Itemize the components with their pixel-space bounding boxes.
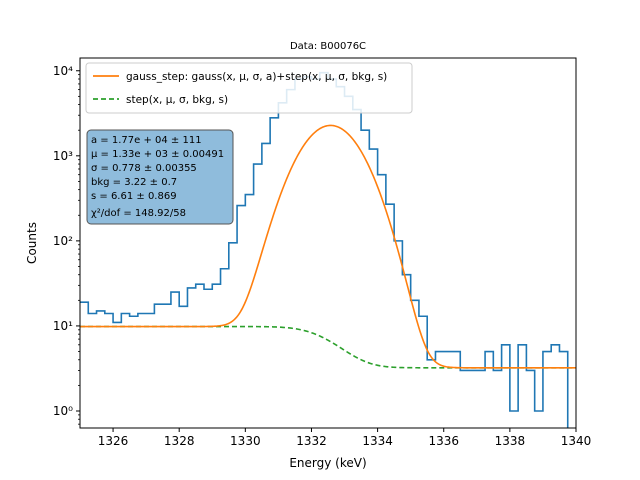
stats-line-chi2: χ²/dof = 148.92/58 <box>91 208 186 219</box>
legend: gauss_step: gauss(x, μ, σ, a)+step(x, μ,… <box>85 62 413 114</box>
stats-box: a = 1.77e + 04 ± 111 μ = 1.33e + 03 ± 0.… <box>86 129 234 225</box>
y-tick-label-10000: 10⁴ <box>53 64 73 78</box>
y-axis-label: Counts <box>25 222 39 264</box>
y-tick-label-10: 10¹ <box>53 319 73 333</box>
stats-box-background <box>86 129 234 225</box>
y-tick-label-1: 10⁰ <box>53 404 73 418</box>
x-tick-label-1338: 1338 <box>495 434 526 448</box>
legend-label-fit: gauss_step: gauss(x, μ, σ, a)+step(x, μ,… <box>126 71 387 83</box>
x-tick-label-1334: 1334 <box>362 434 393 448</box>
x-tick-label-1328: 1328 <box>164 434 195 448</box>
y-tick-label-100: 10² <box>53 234 73 248</box>
stats-line-mu: μ = 1.33e + 03 ± 0.00491 <box>91 149 224 160</box>
x-axis: 1326 1328 1330 1332 1334 1336 1338 1340 <box>98 428 591 448</box>
plot-frame <box>79 57 577 429</box>
legend-box <box>85 62 413 114</box>
stats-line-sigma: σ = 0.778 ± 0.00355 <box>91 163 197 174</box>
stats-line-bkg: bkg = 3.22 ± 0.7 <box>91 177 177 188</box>
x-tick-label-1330: 1330 <box>230 434 261 448</box>
y-tick-label-1000: 10³ <box>53 149 73 163</box>
chart-title: Data: B00076C <box>290 41 366 52</box>
fit-series <box>80 124 576 369</box>
x-tick-label-1336: 1336 <box>428 434 459 448</box>
x-axis-label: Energy (keV) <box>289 456 366 470</box>
legend-label-step: step(x, μ, σ, bkg, s) <box>126 94 228 106</box>
x-tick-label-1332: 1332 <box>296 434 327 448</box>
x-tick-label-1340: 1340 <box>561 434 592 448</box>
stats-line-s: s = 6.61 ± 0.869 <box>91 191 177 202</box>
stats-line-a: a = 1.77e + 04 ± 111 <box>91 135 202 146</box>
y-axis: 10⁰ 10¹ 10² 10³ 10⁴ <box>53 64 80 425</box>
x-tick-label-1326: 1326 <box>98 434 129 448</box>
